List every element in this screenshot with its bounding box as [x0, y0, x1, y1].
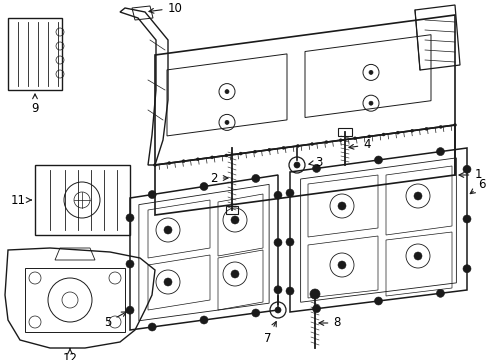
Circle shape — [231, 216, 239, 224]
Circle shape — [368, 135, 371, 138]
Circle shape — [374, 156, 383, 164]
Circle shape — [200, 183, 208, 190]
Circle shape — [396, 131, 399, 134]
Text: 10: 10 — [149, 1, 182, 14]
Circle shape — [231, 270, 239, 278]
Circle shape — [268, 148, 271, 151]
Circle shape — [211, 156, 214, 159]
Circle shape — [296, 144, 299, 148]
Circle shape — [274, 191, 282, 199]
Text: 1: 1 — [459, 168, 482, 181]
Circle shape — [294, 162, 300, 168]
Circle shape — [225, 90, 229, 94]
Circle shape — [168, 162, 171, 165]
Circle shape — [164, 226, 172, 234]
Circle shape — [225, 154, 228, 157]
Circle shape — [148, 190, 156, 199]
Circle shape — [153, 163, 156, 166]
Circle shape — [369, 101, 373, 105]
Circle shape — [275, 307, 281, 313]
Circle shape — [454, 123, 457, 126]
Circle shape — [225, 120, 229, 125]
Circle shape — [164, 278, 172, 286]
Circle shape — [437, 289, 444, 297]
Text: 5: 5 — [104, 312, 126, 328]
Circle shape — [286, 238, 294, 246]
Text: 3: 3 — [309, 156, 323, 168]
Circle shape — [339, 139, 342, 142]
Circle shape — [310, 289, 320, 299]
Circle shape — [439, 125, 442, 129]
Circle shape — [374, 297, 383, 305]
Circle shape — [382, 133, 385, 136]
Circle shape — [325, 141, 328, 144]
Circle shape — [196, 158, 199, 161]
Circle shape — [311, 143, 314, 145]
Circle shape — [252, 175, 260, 183]
Text: 6: 6 — [470, 179, 486, 194]
Circle shape — [463, 265, 471, 273]
Circle shape — [126, 306, 134, 314]
Circle shape — [353, 137, 357, 140]
Circle shape — [463, 215, 471, 223]
Circle shape — [274, 286, 282, 294]
Circle shape — [414, 192, 422, 200]
Text: 8: 8 — [319, 316, 341, 329]
Circle shape — [369, 71, 373, 75]
Circle shape — [239, 152, 242, 155]
Circle shape — [414, 252, 422, 260]
Text: 9: 9 — [31, 94, 39, 114]
Text: 12: 12 — [63, 348, 77, 360]
Circle shape — [313, 305, 320, 313]
Circle shape — [126, 214, 134, 222]
Circle shape — [338, 202, 346, 210]
Circle shape — [313, 165, 320, 172]
Text: 2: 2 — [210, 171, 228, 184]
Circle shape — [437, 148, 444, 156]
Circle shape — [126, 260, 134, 268]
Circle shape — [274, 238, 282, 247]
Circle shape — [200, 316, 208, 324]
Text: 4: 4 — [349, 139, 371, 152]
Circle shape — [148, 323, 156, 331]
Circle shape — [338, 261, 346, 269]
Circle shape — [286, 287, 294, 295]
Circle shape — [425, 127, 428, 130]
Circle shape — [253, 150, 256, 153]
Circle shape — [282, 147, 285, 149]
Circle shape — [252, 309, 260, 317]
Circle shape — [411, 129, 414, 132]
Text: 11: 11 — [10, 194, 31, 207]
Text: 7: 7 — [264, 321, 276, 345]
Circle shape — [463, 165, 471, 173]
Circle shape — [286, 189, 294, 197]
Circle shape — [182, 160, 185, 163]
